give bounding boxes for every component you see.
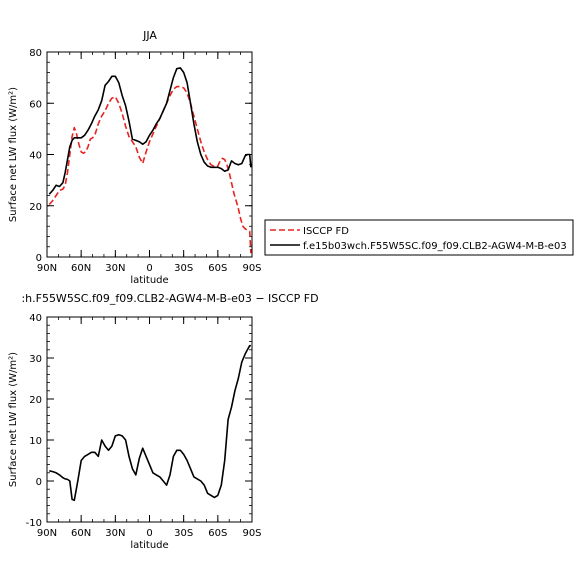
- y-axis-label: Surface net LW flux (W/m²): [8, 352, 19, 487]
- series-line-0: [49, 344, 251, 502]
- y-tick-label: 10: [29, 436, 42, 447]
- x-tick-label: 30S: [174, 528, 193, 539]
- x-tick-label: 90S: [242, 528, 261, 539]
- y-tick-label: 30: [29, 354, 42, 365]
- y-tick-label: 60: [29, 99, 42, 110]
- x-tick-label: 0: [146, 528, 152, 539]
- plot-frame: [46, 51, 253, 258]
- x-tick-label: 60S: [208, 528, 227, 539]
- chart-title: JJA: [142, 29, 157, 42]
- y-tick-label: 20: [29, 395, 42, 406]
- bottom-panel: :h.F55W5SC.f09_f09.CLB2-AGW4-M-B-e03 − I…: [8, 292, 319, 551]
- y-tick-label: 0: [36, 477, 42, 488]
- y-tick-label: 0: [36, 253, 42, 264]
- legend-label-0: ISCCP FD: [303, 226, 349, 237]
- x-tick-label: 90S: [242, 263, 261, 274]
- x-tick-label: 30N: [105, 263, 125, 274]
- x-tick-label: 90N: [37, 263, 57, 274]
- x-tick-label: 60N: [71, 263, 91, 274]
- x-tick-label: 60S: [208, 263, 227, 274]
- x-axis-label: latitude: [130, 540, 168, 551]
- series-line-1: [48, 67, 252, 195]
- x-tick-label: 30N: [105, 528, 125, 539]
- x-tick-label: 30S: [174, 263, 193, 274]
- plot-frame: [46, 316, 253, 523]
- y-tick-label: 40: [29, 313, 42, 324]
- series-line-0: [48, 85, 252, 254]
- x-tick-label: 90N: [37, 528, 57, 539]
- legend-box: [264, 219, 574, 256]
- legend-label-1: f.e15b03wch.F55W5SC.f09_f09.CLB2-AGW4-M-…: [303, 241, 567, 252]
- x-tick-label: 0: [146, 263, 152, 274]
- y-tick-label: -10: [26, 518, 42, 529]
- top-panel: JJA 90N 60N 30N 0 30S 60S 90S 0 20 40 60 80 latitude S…: [8, 29, 574, 286]
- y-tick-label: 40: [29, 151, 42, 162]
- chart-title: :h.F55W5SC.f09_f09.CLB2-AGW4-M-B-e03 − I…: [21, 292, 318, 305]
- y-tick-label: 80: [29, 48, 42, 59]
- y-tick-label: 20: [29, 202, 42, 213]
- x-tick-label: 60N: [71, 528, 91, 539]
- y-axis-label: Surface net LW flux (W/m²): [8, 87, 19, 222]
- x-axis-label: latitude: [130, 275, 168, 286]
